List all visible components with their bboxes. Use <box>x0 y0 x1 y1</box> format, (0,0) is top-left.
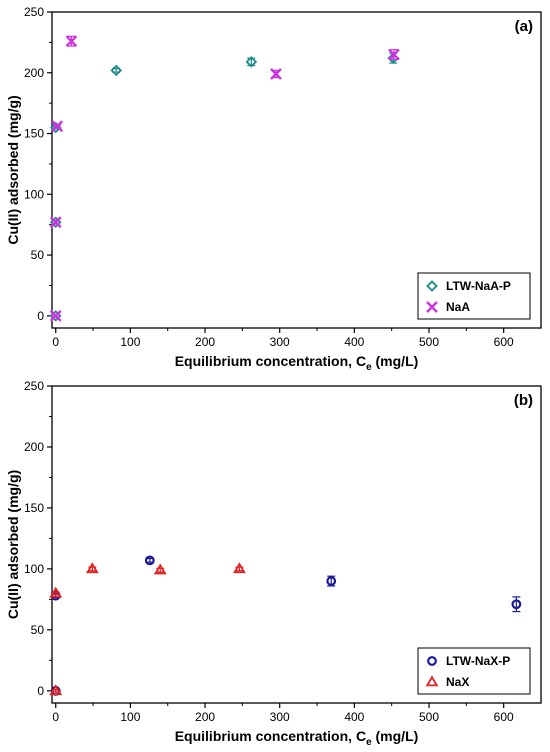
circle-marker-shape <box>427 656 437 666</box>
panel-label: (b) <box>514 392 533 409</box>
x-tick-label: 0 <box>52 335 59 349</box>
legend-box <box>417 647 531 695</box>
y-tick-label: 150 <box>24 501 44 515</box>
circle-marker-shape <box>511 599 522 610</box>
data-point <box>511 599 522 610</box>
plot-area-frame <box>51 385 542 704</box>
data-point <box>85 562 99 574</box>
data-point <box>144 555 155 566</box>
legend-label: LTW-NaA-P <box>446 279 511 293</box>
y-axis-title: Cu(II) adsorbed (mg/g) <box>5 470 21 619</box>
triangle-marker-shape <box>153 563 167 575</box>
y-tick-label: 50 <box>31 623 45 637</box>
legend-marker <box>425 675 439 687</box>
legend: LTW-NaA-P NaA <box>417 272 531 320</box>
x-axis-title: Equilibrium concentration, Ce (mg/L) <box>175 353 419 373</box>
legend: LTW-NaX-P NaX <box>417 647 531 695</box>
panel-b: 0 100 200 300 400 500 600 0 50 100 150 200 250 Equili… <box>5 379 542 748</box>
x-marker-stroke <box>65 35 78 48</box>
x-axis-title-unit: (mg/L) <box>372 353 419 369</box>
triangle-marker-shape <box>233 562 246 574</box>
data-point <box>49 309 62 322</box>
x-tick-label: 300 <box>270 335 290 349</box>
data-point <box>49 216 62 229</box>
data-point <box>153 563 167 575</box>
legend-label: NaA <box>446 300 470 314</box>
x-marker-stroke <box>51 120 64 133</box>
x-tick-label: 300 <box>270 710 290 724</box>
x-marker-stroke <box>49 216 62 229</box>
x-tick-label: 200 <box>195 335 215 349</box>
diamond-marker-shape <box>426 280 438 292</box>
data-point <box>270 68 282 80</box>
x-tick-label: 600 <box>494 710 514 724</box>
panel-label: (a) <box>515 18 533 35</box>
x-tick-label: 400 <box>344 710 364 724</box>
data-point <box>326 576 337 586</box>
x-marker-stroke <box>426 301 438 313</box>
x-axis-title-main: Equilibrium concentration, C <box>175 728 366 744</box>
x-marker-stroke <box>49 309 62 322</box>
triangle-marker-shape <box>425 675 439 687</box>
x-tick-label: 400 <box>344 335 364 349</box>
y-tick-label: 250 <box>24 379 44 393</box>
y-tick-label: 150 <box>24 127 44 141</box>
x-tick-label: 100 <box>120 710 140 724</box>
series-nax <box>49 562 246 696</box>
data-point <box>388 48 400 61</box>
legend-label: NaX <box>446 675 469 689</box>
y-tick-label: 50 <box>31 248 45 262</box>
diamond-marker-shape <box>245 56 258 68</box>
panel-a: 0 100 200 300 400 500 600 0 50 100 150 200 250 Equili… <box>5 5 542 373</box>
x-axis-title-unit: (mg/L) <box>372 728 419 744</box>
y-axis-title: Cu(II) adsorbed (mg/g) <box>5 95 21 244</box>
data-point <box>51 120 64 133</box>
data-point <box>49 684 63 696</box>
circle-marker-shape <box>144 555 155 566</box>
x-axis-title-subscript: e <box>366 362 372 373</box>
data-point <box>233 562 246 574</box>
legend-marker <box>427 656 437 666</box>
x-tick-label: 600 <box>494 335 514 349</box>
diamond-marker-shape <box>110 64 122 77</box>
y-tick-label: 250 <box>24 5 44 19</box>
x-tick-label: 500 <box>419 335 439 349</box>
data-point <box>245 56 258 68</box>
triangle-marker-shape <box>85 562 99 574</box>
x-axis-title-main: Equilibrium concentration, C <box>175 353 366 369</box>
legend-label: LTW-NaX-P <box>446 654 510 668</box>
x-tick-label: 100 <box>120 335 140 349</box>
triangle-marker-shape <box>49 586 63 598</box>
plot-area-frame <box>51 11 542 329</box>
data-point <box>65 35 78 48</box>
y-tick-label: 100 <box>24 562 44 576</box>
data-point <box>110 64 122 77</box>
x-tick-label: 200 <box>195 710 215 724</box>
y-tick-label: 0 <box>37 684 44 698</box>
x-marker-stroke <box>270 68 282 80</box>
y-tick-label: 200 <box>24 66 44 80</box>
x-axis-title: Equilibrium concentration, Ce (mg/L) <box>175 728 419 748</box>
x-tick-label: 500 <box>419 710 439 724</box>
x-tick-label: 0 <box>52 710 59 724</box>
legend-marker <box>426 280 438 292</box>
x-marker-stroke <box>388 48 400 61</box>
series-naa <box>49 35 400 322</box>
y-tick-label: 100 <box>24 187 44 201</box>
circle-marker-shape <box>326 576 337 586</box>
legend-marker <box>426 301 438 313</box>
y-tick-label: 200 <box>24 440 44 454</box>
x-axis-title-subscript: e <box>366 737 372 748</box>
y-tick-label: 0 <box>37 309 44 323</box>
triangle-marker-shape <box>49 684 63 696</box>
data-point <box>49 586 63 598</box>
